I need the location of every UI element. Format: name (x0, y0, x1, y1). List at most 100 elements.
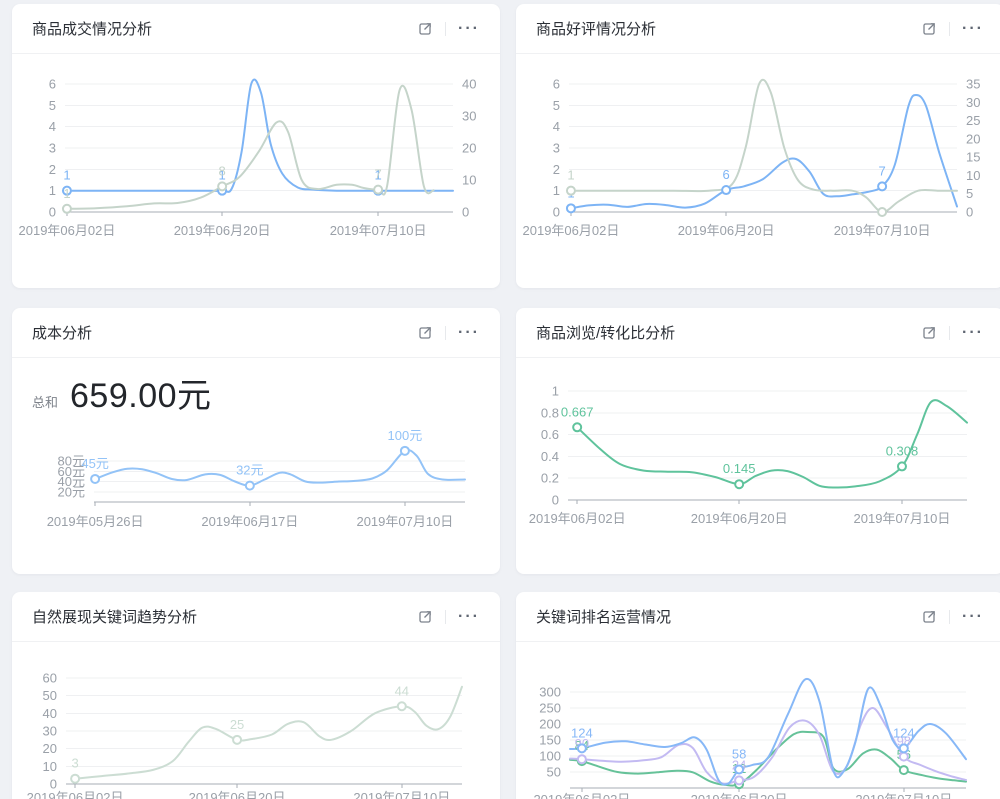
cost-series-data-label: 32元 (236, 463, 263, 478)
card-header: 自然展现关键词趋势分析 ··· (12, 592, 500, 642)
open-in-new-icon (923, 22, 935, 35)
y-axis-right-tick-label: 35 (966, 77, 980, 92)
blue-series-data-label: 124 (893, 725, 915, 740)
y-axis-tick-label: 5 (553, 98, 560, 113)
y-axis-tick-label: 0.8 (541, 405, 559, 420)
y-axis-tick-label: 2 (553, 162, 560, 177)
card-actions: ··· (921, 19, 984, 37)
card-keyword-trend: 自然展现关键词趋势分析 ··· 0 10 20 30 40 50 60 2019年06月02日… (12, 592, 500, 799)
kpi-value: 659.00元 (70, 377, 212, 415)
y-axis-tick-label: 0 (553, 205, 560, 220)
sage-series-data-label: 1 (63, 186, 70, 201)
expand-button[interactable] (921, 325, 937, 341)
open-in-new-icon (419, 22, 431, 35)
open-in-new-icon (923, 610, 935, 623)
y-axis-tick-label: 2 (49, 162, 56, 177)
open-in-new-icon (419, 326, 431, 339)
ratio-series-data-label: 0.145 (723, 461, 756, 476)
y-axis-tick-label: 100 (539, 749, 561, 764)
y-axis-tick-label: 4 (49, 119, 56, 134)
y-axis-right-tick-label: 40 (462, 77, 476, 92)
blue-series-marker (721, 185, 732, 196)
x-axis-tick-label: 2019年07月10日 (854, 511, 951, 526)
y-axis-tick-label: 0.4 (541, 449, 559, 464)
y-axis-tick-label: 250 (539, 701, 561, 716)
blue-series-line (569, 93, 958, 210)
purple-series-marker (576, 754, 587, 765)
card-title: 商品成交情况分析 (32, 21, 153, 38)
more-button[interactable]: ··· (962, 607, 984, 625)
sage-series-data-label: 8 (219, 163, 226, 178)
y-axis-right-tick-label: 20 (462, 141, 476, 156)
card-title: 自然展现关键词趋势分析 (32, 609, 198, 626)
blue-series-data-label: 1 (219, 168, 226, 183)
card-header: 商品好评情况分析 ··· (516, 4, 1000, 54)
sage-series-marker (877, 207, 888, 217)
more-button[interactable]: ··· (458, 323, 480, 341)
x-axis-tick-label: 2019年06月20日 (189, 790, 286, 799)
cost-series-line (94, 449, 466, 487)
keyword-series-line (74, 685, 463, 780)
more-button[interactable]: ··· (962, 323, 984, 341)
x-axis-tick-label: 2019年06月20日 (678, 223, 775, 238)
ratio-series-data-label: 0.308 (886, 443, 919, 458)
y-axis-tick-label: 6 (49, 77, 56, 92)
blue-series-marker (61, 185, 72, 196)
purple-series-marker (734, 775, 745, 786)
x-axis-tick-label: 2019年06月02日 (523, 223, 620, 238)
sage-series-marker (217, 181, 228, 192)
y-axis-tick-label: 80元 (58, 454, 85, 469)
x-axis-tick-label: 2019年07月10日 (855, 792, 952, 799)
blue-series-data-label: 7 (878, 163, 885, 178)
more-button[interactable]: ··· (458, 607, 480, 625)
y-axis-tick-label: 60 (43, 671, 57, 686)
more-button[interactable]: ··· (962, 19, 984, 37)
keyword-series-data-label: 25 (230, 717, 244, 732)
sage-series-line (569, 78, 958, 214)
blue-series-data-label: 1 (374, 168, 381, 183)
blue-series-marker (565, 203, 576, 214)
ratio-series-line (576, 399, 968, 489)
y-axis-tick-label: 0 (552, 493, 559, 508)
cost-series-marker (399, 445, 410, 456)
ratio-series-marker (896, 461, 907, 472)
keyword-series-marker (396, 701, 407, 712)
y-axis-tick-label: 20元 (58, 484, 85, 499)
y-axis-tick-label: 10 (43, 759, 57, 774)
expand-button[interactable] (921, 609, 937, 625)
blue-series-data-label: 124 (571, 725, 593, 740)
expand-button[interactable] (417, 325, 433, 341)
y-axis-right-tick-label: 5 (966, 186, 973, 201)
expand-button[interactable] (417, 21, 433, 37)
ratio-series-marker (572, 422, 583, 433)
keyword-series-marker (232, 734, 243, 745)
actions-divider (445, 609, 447, 624)
keyword-series-marker (70, 773, 81, 784)
blue-series-marker (898, 743, 909, 754)
ratio-series-marker (734, 479, 745, 490)
y-axis-right-tick-label: 10 (966, 168, 980, 183)
y-axis-tick-label: 0.2 (541, 471, 559, 486)
open-in-new-icon (419, 610, 431, 623)
card-header: 成本分析 ··· (12, 308, 500, 358)
blue-series-marker (734, 764, 745, 775)
x-axis-tick-label: 2019年06月02日 (19, 223, 116, 238)
y-axis-tick-label: 0 (49, 205, 56, 220)
sage-series-marker (61, 203, 72, 214)
x-axis-tick-label: 2019年06月20日 (174, 223, 271, 238)
y-axis-tick-label: 3 (553, 141, 560, 156)
x-axis-tick-label: 2019年07月10日 (356, 514, 453, 529)
x-axis-tick-label: 2019年06月02日 (533, 792, 630, 799)
keyword-series-data-label: 44 (395, 683, 409, 698)
expand-button[interactable] (417, 609, 433, 625)
kpi-label: 总和 (32, 395, 59, 410)
y-axis-tick-label: 300 (539, 685, 561, 700)
more-button[interactable]: ··· (458, 19, 480, 37)
expand-button[interactable] (921, 21, 937, 37)
sage-series-data-label: 7 (374, 167, 381, 182)
cost-series-marker (90, 473, 101, 484)
